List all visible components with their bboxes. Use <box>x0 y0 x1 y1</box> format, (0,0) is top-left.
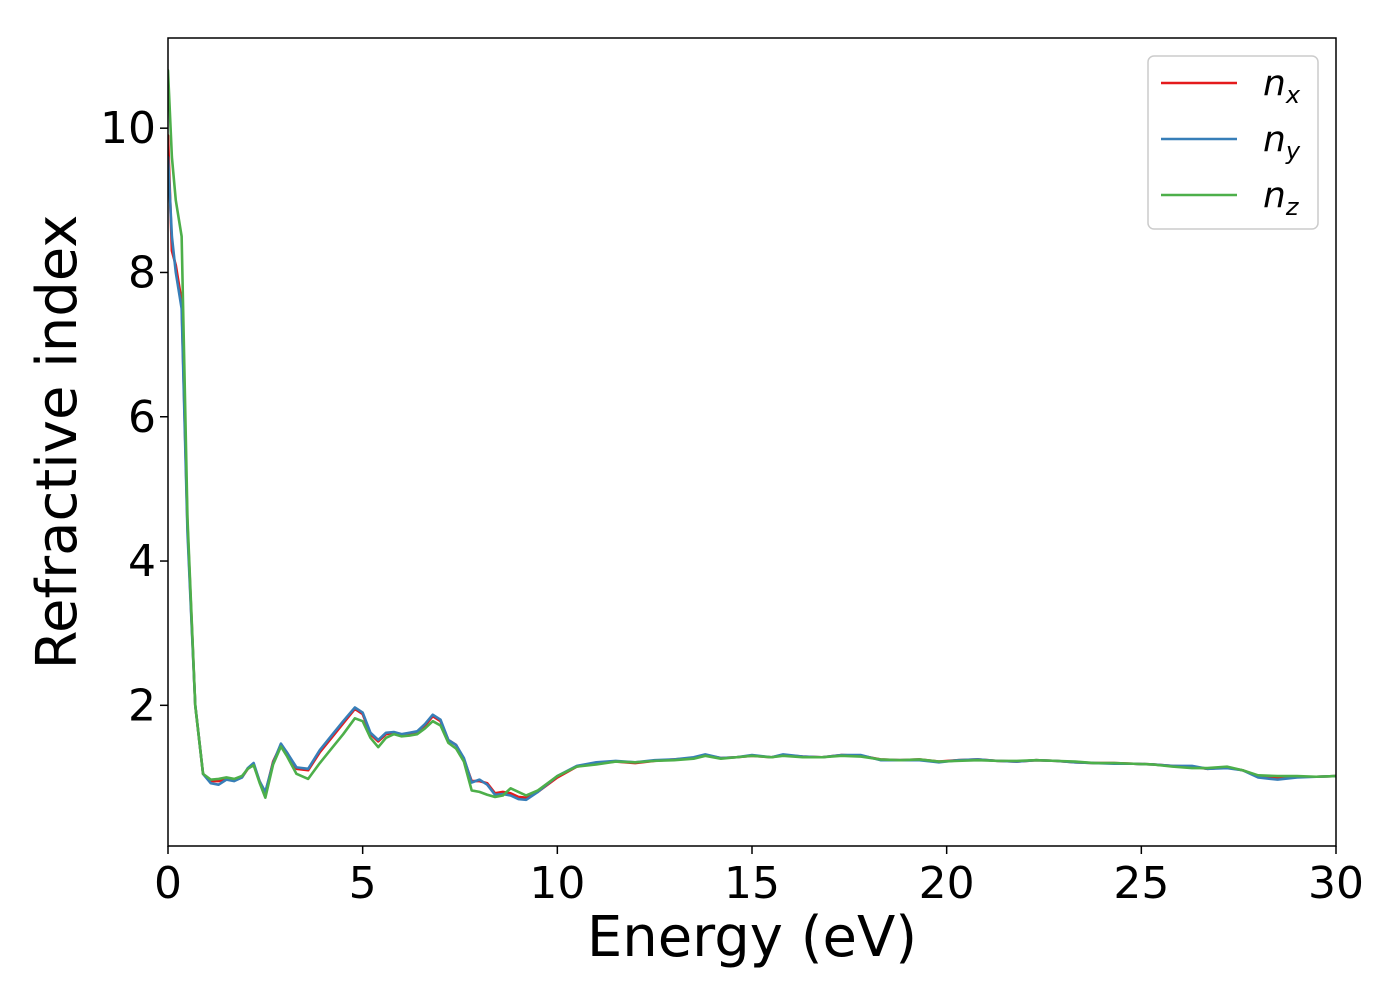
y-tick-label: 8 <box>128 247 156 298</box>
y-tick-label: 4 <box>128 536 156 587</box>
y-tick-label: 10 <box>100 103 156 154</box>
series-line-z <box>168 69 1336 799</box>
legend: nx ny nz <box>1147 55 1319 230</box>
y-tick-label: 2 <box>128 680 156 731</box>
legend-label-y: ny <box>1263 119 1301 165</box>
x-tick-label: 5 <box>349 858 377 909</box>
y-axis-title: Refractive index <box>25 215 90 670</box>
x-tick-label: 0 <box>154 858 182 909</box>
x-axis-title: Energy (eV) <box>587 905 917 970</box>
legend-label-z: nz <box>1263 175 1300 221</box>
legend-box <box>1147 55 1319 230</box>
x-tick-label: 25 <box>1113 858 1169 909</box>
x-tick-label: 20 <box>919 858 975 909</box>
x-tick-label: 10 <box>529 858 585 909</box>
legend-label-x: nx <box>1263 63 1301 109</box>
y-axis: 2 4 6 8 10 <box>100 103 168 731</box>
y-tick-label: 6 <box>128 392 156 443</box>
x-tick-label: 15 <box>724 858 780 909</box>
x-tick-label: 30 <box>1308 858 1364 909</box>
series-layer <box>168 69 1336 802</box>
x-axis: 0 5 10 15 20 25 30 <box>154 846 1364 909</box>
